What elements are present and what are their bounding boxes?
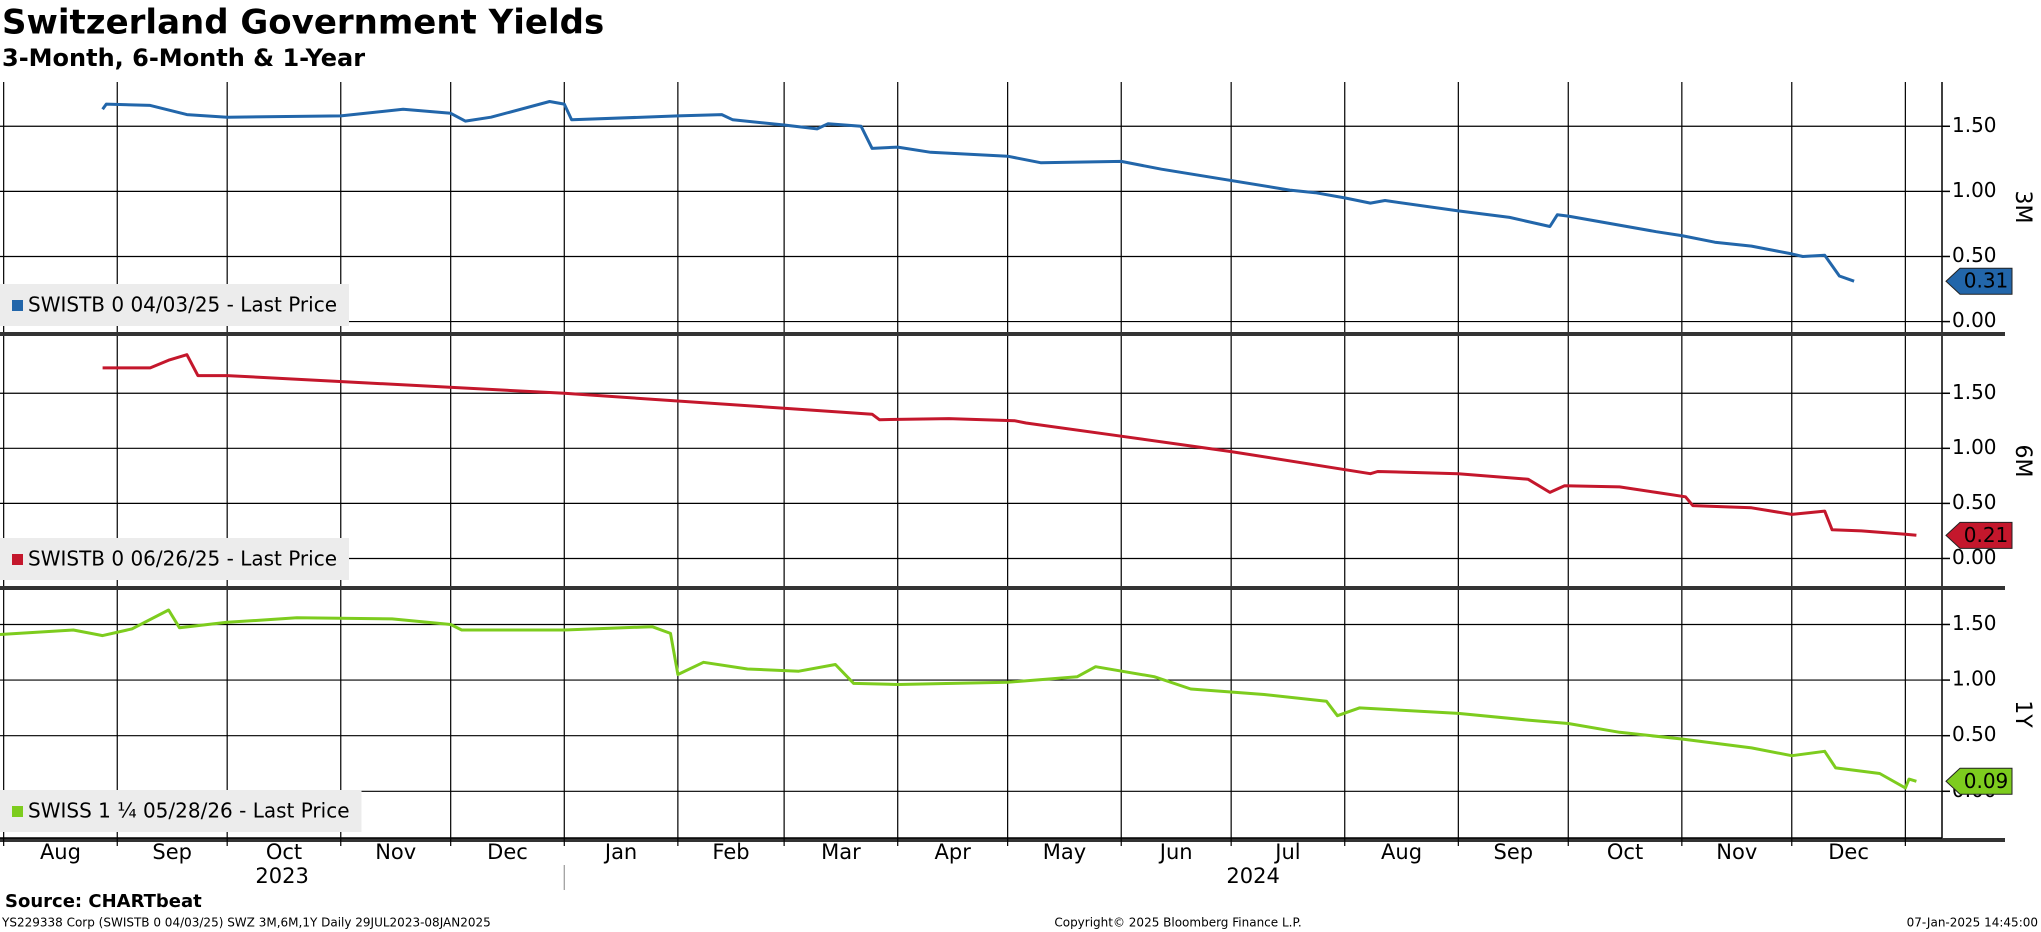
series-line [102,353,1917,537]
legend-swatch [12,806,23,817]
y-tick-label: 0.00 [1952,545,1997,569]
x-tick-label: Dec [1828,840,1869,864]
x-tick-label: Aug [40,840,81,864]
y-tick-label: 0.50 [1952,243,1997,267]
series-line [0,608,1917,790]
last-value-label: 0.09 [1964,769,2009,793]
y-tick-label: 1.50 [1952,611,1997,635]
legend-label: SWISTB 0 06/26/25 - Last Price [28,547,337,571]
x-tick-label: Aug [1381,840,1422,864]
x-tick-label: Sep [1493,840,1533,864]
y-tick-label: 1.00 [1952,178,1997,202]
x-tick-label: Apr [935,840,972,864]
x-tick-label: Oct [1607,840,1643,864]
footer-left: YS229338 Corp (SWISTB 0 04/03/25) SWZ 3M… [1,916,491,930]
y-tick-label: 0.50 [1952,490,1997,514]
x-tick-label: May [1043,840,1086,864]
x-tick-label: Jul [1273,840,1300,864]
x-tick-label: Jan [603,840,637,864]
x-tick-label: Nov [375,840,416,864]
y-tick-label: 1.50 [1952,113,1997,137]
x-tick-label: Feb [712,840,749,864]
last-value-label: 0.21 [1964,523,2009,547]
y-axis-label: 1Y [2010,700,2035,728]
year-label: 2023 [255,864,308,888]
y-tick-label: 0.50 [1952,722,1997,746]
legend-box [0,284,350,326]
last-value-label: 0.31 [1964,269,2009,293]
series-line [101,100,1855,283]
x-tick-label: Oct [266,840,302,864]
legend-box [0,790,362,832]
x-tick-label: Nov [1716,840,1757,864]
last-value-tag [1945,267,2013,295]
x-tick-label: Dec [487,840,528,864]
year-label: 2024 [1226,864,1279,888]
x-tick-label: Mar [821,840,861,864]
y-tick-label: 1.00 [1952,667,1997,691]
legend-swatch [12,554,23,565]
chart-subtitle: 3-Month, 6-Month & 1-Year [2,44,365,72]
y-axis-label: 6M [2010,445,2035,478]
legend-box [0,538,350,580]
x-tick-label: Jun [1158,840,1193,864]
y-tick-label: 1.50 [1952,380,1997,404]
last-value-tag [1945,521,2013,549]
legend-swatch [12,300,23,311]
legend-label: SWISTB 0 04/03/25 - Last Price [28,293,337,317]
source: Source: CHARTbeat [5,891,202,912]
x-tick-label: Sep [152,840,192,864]
chart-title: Switzerland Government Yields [2,3,604,43]
legend-label: SWISS 1 ¼ 05/28/26 - Last Price [28,799,350,823]
footer-center: Copyright© 2025 Bloomberg Finance L.P. [1054,916,1301,930]
y-tick-label: 1.00 [1952,435,1997,459]
footer-right: 07-Jan-2025 14:45:00 [1907,916,2038,930]
y-tick-label: 0.00 [1952,308,1997,332]
last-value-tag [1945,767,2013,795]
y-axis-label: 3M [2010,191,2035,224]
